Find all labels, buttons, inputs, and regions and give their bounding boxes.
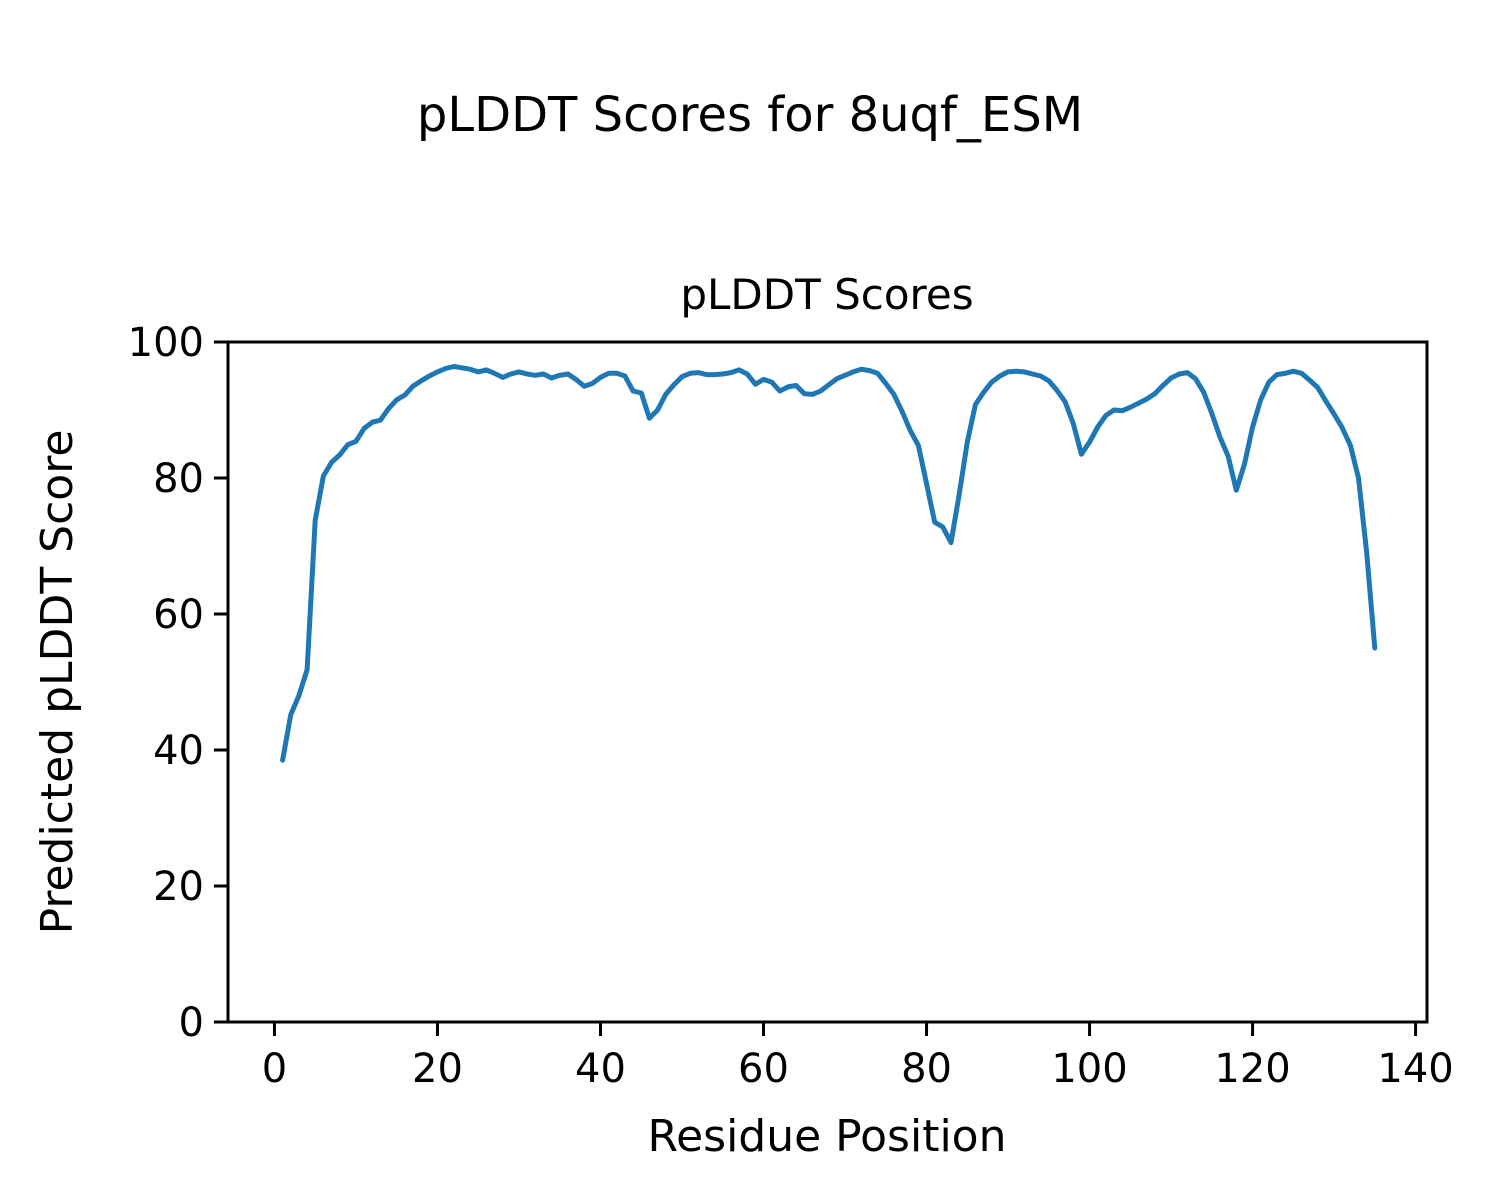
x-tick-label: 100 [1051, 1046, 1127, 1092]
axes-title: pLDDT Scores [680, 270, 973, 319]
plddt-score-line [280, 364, 1378, 763]
y-axis-label: Predicted pLDDT Score [32, 430, 83, 935]
y-tick-label: 20 [153, 864, 204, 910]
x-tick-label: 140 [1377, 1046, 1453, 1092]
figure-suptitle: pLDDT Scores for 8uqf_ESM [417, 87, 1083, 143]
y-tick-label: 60 [153, 592, 204, 638]
x-tick-label: 120 [1214, 1046, 1290, 1092]
x-tick-label: 40 [575, 1046, 626, 1092]
x-axis-label: Residue Position [647, 1111, 1006, 1162]
y-tick-label: 100 [128, 320, 204, 366]
x-tick-label: 60 [738, 1046, 789, 1092]
plot-area: 0 20 40 60 80 100 120 140 0 20 40 60 80 100 [128, 320, 1454, 1092]
y-tick-label: 0 [179, 1000, 204, 1046]
x-tick-label: 0 [262, 1046, 287, 1092]
y-tick-label: 40 [153, 728, 204, 774]
x-tick-label: 80 [901, 1046, 952, 1092]
axes-spines [226, 340, 1429, 1024]
x-tick-label: 20 [412, 1046, 463, 1092]
y-tick-label: 80 [153, 456, 204, 502]
